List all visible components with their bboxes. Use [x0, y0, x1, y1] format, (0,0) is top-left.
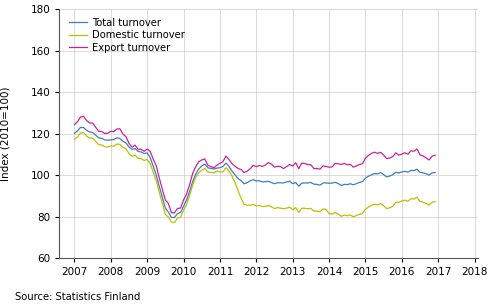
- Export turnover: [426, 158, 432, 162]
- Domestic turnover: [175, 216, 180, 220]
- Export turnover: [362, 157, 368, 160]
- Domestic turnover: [150, 171, 156, 174]
- Domestic turnover: [362, 207, 368, 211]
- Export turnover: [432, 154, 438, 157]
- Total turnover: [71, 132, 77, 135]
- Line: Total turnover: Total turnover: [74, 127, 435, 218]
- Domestic turnover: [278, 206, 283, 210]
- Total turnover: [278, 181, 283, 185]
- Export turnover: [71, 123, 77, 126]
- Export turnover: [80, 115, 86, 118]
- Legend: Total turnover, Domestic turnover, Export turnover: Total turnover, Domestic turnover, Expor…: [66, 14, 189, 57]
- Export turnover: [278, 165, 283, 168]
- Total turnover: [77, 126, 83, 129]
- Y-axis label: Index (2010=100): Index (2010=100): [1, 87, 11, 181]
- Domestic turnover: [80, 131, 86, 134]
- Total turnover: [362, 176, 368, 180]
- Export turnover: [169, 211, 175, 215]
- Domestic turnover: [426, 203, 432, 207]
- Total turnover: [326, 181, 332, 185]
- Export turnover: [175, 207, 180, 210]
- Total turnover: [175, 212, 180, 216]
- Text: Source: Statistics Finland: Source: Statistics Finland: [15, 292, 140, 302]
- Total turnover: [432, 171, 438, 174]
- Line: Export turnover: Export turnover: [74, 116, 435, 213]
- Domestic turnover: [172, 221, 177, 224]
- Export turnover: [326, 165, 332, 169]
- Domestic turnover: [71, 138, 77, 141]
- Domestic turnover: [326, 212, 332, 216]
- Total turnover: [150, 164, 156, 168]
- Export turnover: [150, 157, 156, 161]
- Domestic turnover: [432, 200, 438, 203]
- Total turnover: [172, 216, 177, 219]
- Line: Domestic turnover: Domestic turnover: [74, 133, 435, 223]
- Total turnover: [426, 173, 432, 177]
